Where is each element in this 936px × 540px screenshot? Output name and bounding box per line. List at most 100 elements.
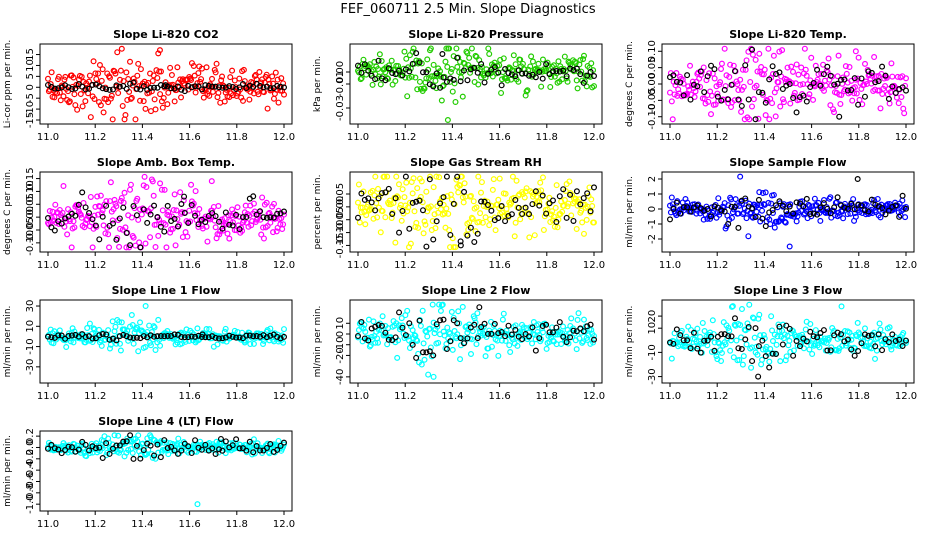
data-point-alt bbox=[728, 81, 735, 88]
data-point bbox=[555, 58, 562, 65]
data-point bbox=[549, 217, 556, 224]
y-tick-label: -10 bbox=[25, 101, 36, 117]
data-point bbox=[838, 303, 845, 310]
data-point-alt bbox=[567, 65, 574, 72]
y-tick-label: -0.01 bbox=[335, 71, 346, 97]
data-point bbox=[178, 209, 185, 216]
y-tick-label: -5 bbox=[25, 93, 36, 103]
data-point bbox=[463, 231, 470, 238]
data-point bbox=[175, 435, 182, 442]
data-point-alt bbox=[731, 68, 738, 75]
data-point bbox=[692, 88, 699, 95]
data-point bbox=[157, 342, 164, 349]
data-point bbox=[574, 316, 581, 323]
data-point-alt bbox=[358, 318, 365, 325]
data-point bbox=[195, 70, 202, 77]
data-point-alt bbox=[684, 72, 691, 79]
data-point bbox=[488, 343, 495, 350]
data-point bbox=[486, 50, 493, 57]
data-point bbox=[430, 373, 437, 380]
y-tick-label: -30 bbox=[647, 368, 658, 384]
y-tick-label: 0.00 bbox=[335, 196, 346, 218]
data-point bbox=[483, 334, 490, 341]
data-point bbox=[774, 333, 781, 340]
data-point-alt bbox=[694, 83, 701, 90]
data-point-alt bbox=[570, 327, 577, 334]
data-point bbox=[775, 218, 782, 225]
data-point-alt bbox=[250, 449, 257, 456]
data-point-alt bbox=[882, 336, 889, 343]
data-point-alt bbox=[68, 86, 75, 93]
data-point-alt bbox=[841, 76, 848, 83]
data-point bbox=[573, 225, 580, 232]
data-point bbox=[142, 105, 149, 112]
data-point bbox=[580, 230, 587, 237]
data-point-alt bbox=[413, 198, 420, 205]
data-point bbox=[739, 66, 746, 73]
data-point bbox=[788, 63, 795, 70]
data-point-alt bbox=[824, 63, 831, 70]
data-point-alt bbox=[855, 348, 862, 355]
x-tick-label: 11.6 bbox=[178, 519, 200, 530]
data-point-alt bbox=[769, 63, 776, 70]
data-point-alt bbox=[841, 204, 848, 211]
data-point bbox=[132, 116, 139, 123]
data-point-alt bbox=[250, 193, 257, 200]
data-point bbox=[766, 358, 773, 365]
data-point-alt bbox=[99, 85, 106, 92]
data-point bbox=[415, 224, 422, 231]
x-tick-label: 11.4 bbox=[753, 132, 775, 143]
data-point-alt bbox=[766, 364, 773, 371]
data-point-alt bbox=[133, 85, 140, 92]
data-point bbox=[746, 301, 753, 308]
data-point-alt bbox=[396, 309, 403, 316]
data-point-alt bbox=[103, 331, 110, 338]
data-point bbox=[410, 45, 417, 52]
data-point bbox=[490, 176, 497, 183]
data-point-alt bbox=[409, 341, 416, 348]
x-tick-label: 11.0 bbox=[347, 391, 369, 402]
data-point-alt bbox=[65, 443, 72, 450]
x-tick-label: 11.6 bbox=[800, 260, 822, 271]
data-point bbox=[711, 75, 718, 82]
data-point bbox=[473, 341, 480, 348]
data-point bbox=[62, 73, 69, 80]
data-point bbox=[191, 210, 198, 217]
data-point-alt bbox=[355, 62, 362, 69]
data-point-alt bbox=[113, 82, 120, 89]
data-point bbox=[417, 322, 424, 329]
data-point-alt bbox=[457, 78, 464, 85]
data-point bbox=[123, 330, 130, 337]
data-point bbox=[270, 95, 277, 102]
data-point-alt bbox=[55, 85, 62, 92]
data-point bbox=[877, 105, 884, 112]
data-point-alt bbox=[892, 202, 899, 209]
data-point bbox=[108, 92, 115, 99]
data-point bbox=[444, 324, 451, 331]
data-point-alt bbox=[402, 173, 409, 180]
x-tick-label: 11.6 bbox=[178, 391, 200, 402]
data-point bbox=[412, 74, 419, 81]
data-point-alt bbox=[728, 203, 735, 210]
data-point bbox=[169, 225, 176, 232]
data-point bbox=[547, 83, 554, 90]
data-point bbox=[247, 341, 254, 348]
data-point bbox=[151, 96, 158, 103]
data-point-alt bbox=[577, 71, 584, 78]
data-point bbox=[461, 180, 468, 187]
data-point bbox=[479, 219, 486, 226]
data-point bbox=[152, 106, 159, 113]
data-point bbox=[439, 301, 446, 308]
data-point bbox=[124, 96, 131, 103]
data-point bbox=[381, 173, 388, 180]
data-point bbox=[835, 347, 842, 354]
data-point bbox=[116, 76, 123, 83]
data-point-alt bbox=[820, 71, 827, 78]
data-point-alt bbox=[109, 86, 116, 93]
data-point bbox=[130, 234, 137, 241]
y-tick-label: -40 bbox=[335, 369, 346, 385]
data-point-alt bbox=[450, 200, 457, 207]
data-point-alt bbox=[718, 331, 725, 338]
data-point-alt bbox=[355, 214, 362, 221]
